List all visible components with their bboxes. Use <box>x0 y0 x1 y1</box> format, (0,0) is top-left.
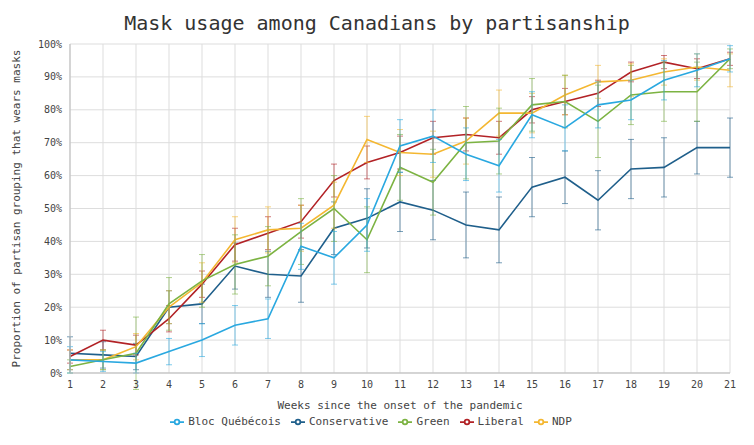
html-text:Conservative: Conservative <box>308 415 389 428</box>
svg-text:10%: 10% <box>44 335 62 346</box>
svg-text:50%: 50% <box>44 203 62 214</box>
svg-text:0%: 0% <box>50 368 62 379</box>
svg-text:Proportion of partisan groupin: Proportion of partisan grouping that wea… <box>10 50 23 368</box>
svg-text:7: 7 <box>265 379 271 390</box>
svg-text:3: 3 <box>133 379 139 390</box>
svg-text:6: 6 <box>232 379 238 390</box>
html-text:Green: Green <box>416 415 450 428</box>
svg-text:12: 12 <box>427 379 439 390</box>
svg-text:20%: 20% <box>44 302 62 313</box>
svg-text:Weeks since the onset of the p: Weeks since the onset of the pandemic <box>277 399 522 412</box>
svg-text:16: 16 <box>559 379 571 390</box>
svg-text:1: 1 <box>67 379 73 390</box>
html-text:Bloc Québécois: Bloc Québécois <box>188 415 281 428</box>
svg-text:30%: 30% <box>44 269 62 280</box>
svg-text:4: 4 <box>166 379 172 390</box>
svg-text:14: 14 <box>493 379 505 390</box>
svg-text:21: 21 <box>724 379 736 390</box>
svg-text:19: 19 <box>658 379 670 390</box>
svg-text:13: 13 <box>460 379 472 390</box>
svg-text:5: 5 <box>199 379 205 390</box>
svg-text:20: 20 <box>691 379 703 390</box>
svg-text:2: 2 <box>100 379 106 390</box>
svg-text:90%: 90% <box>44 71 62 82</box>
svg-text:9: 9 <box>331 379 337 390</box>
html-text:Mask usage among Canadians by: Mask usage among Canadians by partisansh… <box>124 11 630 35</box>
svg-text:60%: 60% <box>44 170 62 181</box>
svg-text:18: 18 <box>625 379 637 390</box>
svg-text:17: 17 <box>592 379 604 390</box>
svg-text:11: 11 <box>394 379 406 390</box>
svg-text:10: 10 <box>361 379 373 390</box>
svg-text:100%: 100% <box>38 39 62 50</box>
html-text:Liberal: Liberal <box>477 415 524 428</box>
svg-text:15: 15 <box>526 379 538 390</box>
svg-text:8: 8 <box>298 379 304 390</box>
svg-text:40%: 40% <box>44 236 62 247</box>
html-text:NDP: NDP <box>551 415 572 428</box>
svg-text:80%: 80% <box>44 104 62 115</box>
svg-text:70%: 70% <box>44 137 62 148</box>
